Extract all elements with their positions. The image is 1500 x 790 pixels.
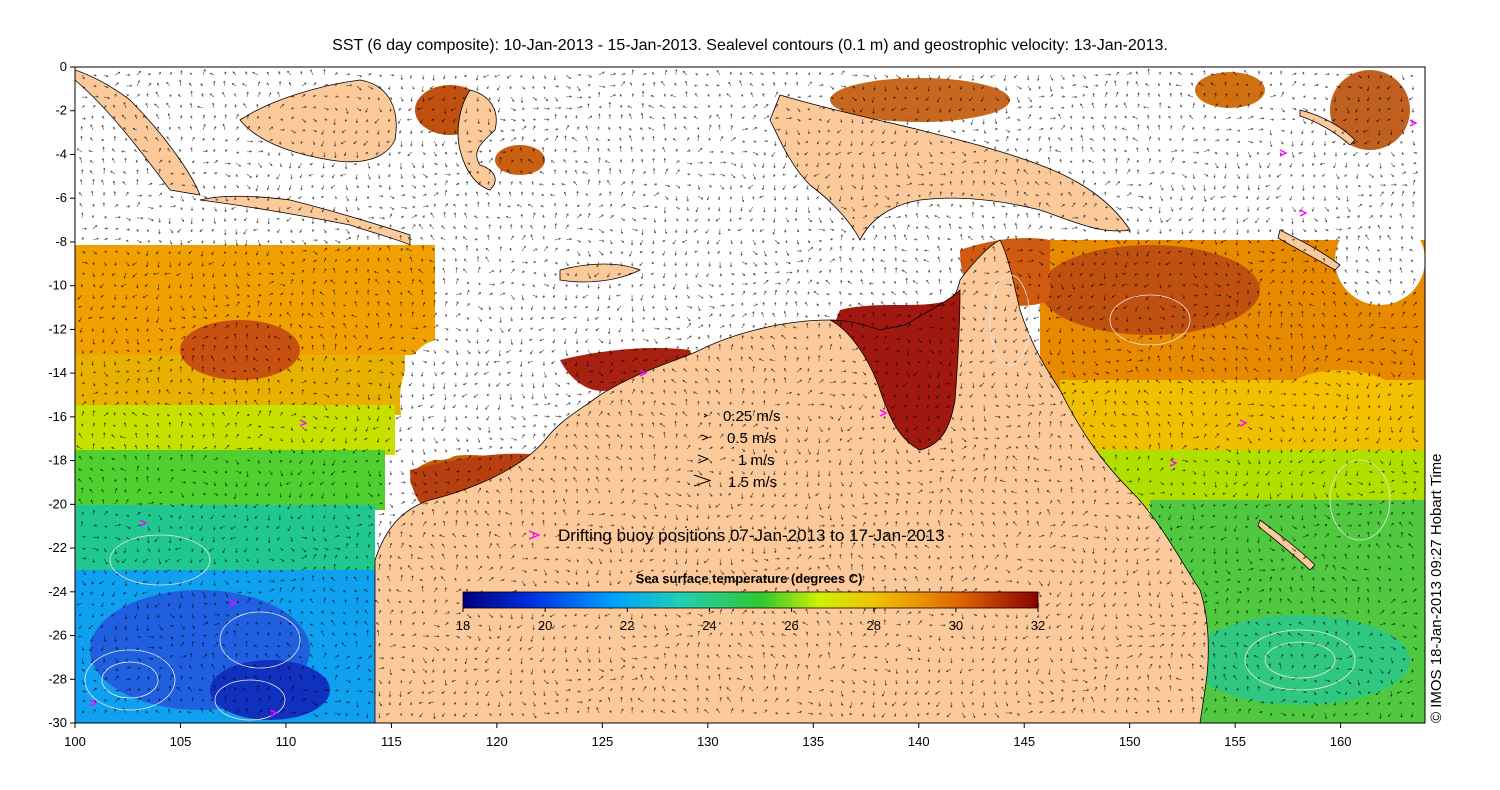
colorbar-tick-label: 32: [1031, 618, 1045, 633]
x-tick-label: 155: [1224, 734, 1246, 749]
y-tick-label: -8: [55, 234, 67, 249]
buoy-legend-symbol: [528, 530, 541, 540]
x-tick-label: 135: [802, 734, 824, 749]
colorbar-tick-label: 26: [784, 618, 798, 633]
x-tick-label: 120: [486, 734, 508, 749]
x-tick-label: 145: [1013, 734, 1035, 749]
velocity-legend-arrow-3: [697, 454, 710, 464]
x-tick-label: 105: [170, 734, 192, 749]
y-tick-label: -14: [48, 365, 67, 380]
colorbar-tick-label: 28: [866, 618, 880, 633]
y-tick-label: -24: [48, 584, 67, 599]
colorbar-tick-label: 30: [949, 618, 963, 633]
y-tick-label: -26: [48, 628, 67, 643]
y-tick-label: -20: [48, 496, 67, 511]
y-tick-label: -4: [55, 146, 67, 161]
page-title: SST (6 day composite): 10-Jan-2013 - 15-…: [332, 37, 1168, 54]
sealevel-contours: [84, 274, 1391, 721]
colorbar-tick-label: 20: [538, 618, 552, 633]
y-tick-label: -16: [48, 409, 67, 424]
x-tick-label: 110: [276, 734, 297, 749]
java: [199, 195, 411, 246]
sumatra: [75, 69, 201, 196]
sulawesi: [457, 89, 497, 191]
y-tick-label: -10: [48, 278, 67, 293]
colorbar-tick-label: 24: [702, 618, 716, 633]
x-tick-label: 150: [1119, 734, 1141, 749]
velocity-legend: 0.25 m/s 0.5 m/s 1 m/s 1.5 m/s: [693, 408, 781, 491]
velocity-legend-arrow-4: [693, 474, 712, 487]
drifting-buoys: [89, 119, 1418, 717]
velocity-legend-label-3: 1 m/s: [738, 452, 775, 469]
y-tick-label: -6: [55, 190, 67, 205]
buoy-legend-label: Drifting buoy positions 07-Jan-2013 to 1…: [558, 526, 945, 545]
colorbar-title: Sea surface temperature (degrees C): [636, 571, 863, 586]
credit-text: © IMOS 18-Jan-2013 09:27 Hobart Time: [1428, 453, 1445, 723]
velocity-legend-label-2: 0.5 m/s: [727, 430, 776, 447]
x-tick-label: 100: [64, 734, 86, 749]
colorbar-tick-label: 18: [456, 618, 470, 633]
y-tick-label: -30: [48, 715, 67, 730]
y-tick-label: -22: [48, 540, 67, 555]
x-tick-label: 130: [697, 734, 719, 749]
y-tick-label: -18: [48, 453, 67, 468]
colorbar: Sea surface temperature (degrees C) 18 20…: [456, 571, 1045, 633]
velocity-legend-arrow-1: [703, 413, 709, 418]
x-tick-label: 160: [1330, 734, 1352, 749]
y-tick-label: -2: [55, 103, 67, 118]
y-tick-label: -28: [48, 671, 67, 686]
y-tick-label: 0: [60, 59, 67, 74]
map-content: [75, 67, 1425, 723]
y-tick-label: -12: [48, 321, 67, 336]
y-axis: 0 -2 -4 -6 -8 -10 -12 -14 -16 -18 -20 -22 -24 -26 -28 -…: [48, 59, 75, 730]
plot-frame: [74, 66, 1426, 724]
colorbar-tick-label: 22: [620, 618, 634, 633]
x-tick-label: 125: [591, 734, 613, 749]
x-tick-label: 115: [381, 734, 402, 749]
x-tick-label: 140: [908, 734, 930, 749]
buoy-legend: Drifting buoy positions 07-Jan-2013 to 1…: [528, 526, 945, 545]
geostrophic-velocity-vectors: [76, 68, 1419, 720]
velocity-legend-label-4: 1.5 m/s: [728, 474, 777, 491]
colorbar-ticks: 18 20 22 24 26 28 30 32: [456, 608, 1045, 633]
velocity-legend-label-1: 0.25 m/s: [723, 408, 781, 425]
borneo: [239, 79, 397, 163]
x-axis: 100 105 110 115 120 125 130 135 140 145 150 155 160: [64, 723, 1351, 749]
velocity-arrows: [76, 68, 1419, 720]
new-caledonia: [1257, 519, 1316, 571]
colorbar-gradient: [462, 591, 1039, 609]
velocity-legend-arrow-2: [701, 434, 710, 441]
